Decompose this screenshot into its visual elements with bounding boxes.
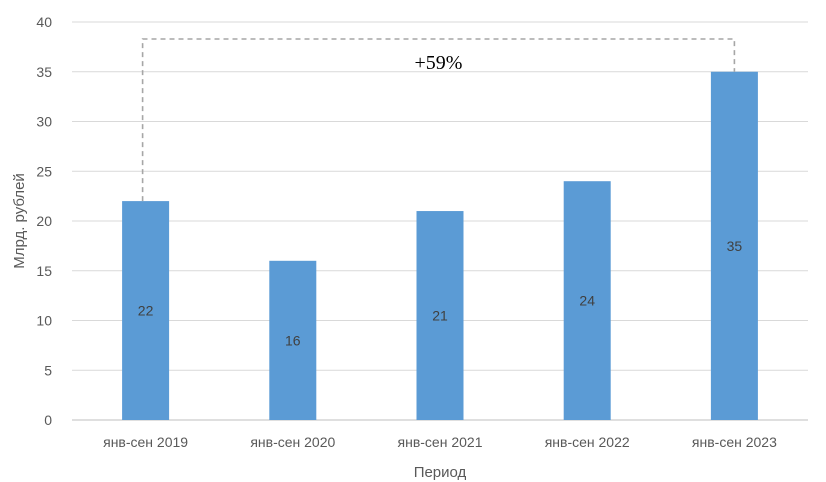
- x-tick-label: янв-сен 2020: [250, 434, 335, 450]
- annotation-bracket: [141, 38, 736, 202]
- y-tick-label: 25: [36, 163, 52, 179]
- y-tick-label: 5: [44, 362, 52, 378]
- y-tick-labels: 0 5 10 15 20 25 30 35 40: [36, 14, 52, 428]
- y-axis-title: Млрд. рублей: [11, 173, 28, 269]
- y-tick-label: 15: [36, 263, 52, 279]
- x-tick-labels: янв-сен 2019 янв-сен 2020 янв-сен 2021 янв-…: [103, 434, 777, 450]
- x-tick-label: янв-сен 2021: [398, 434, 483, 450]
- x-axis-title: Период: [414, 464, 467, 481]
- y-tick-label: 20: [36, 213, 52, 229]
- bar: [710, 71, 758, 420]
- data-label: 24: [579, 293, 595, 309]
- data-labels: 22 16 21 24 35: [138, 238, 743, 349]
- bar: [563, 181, 611, 420]
- annotation-label: +59%: [415, 52, 463, 74]
- y-tick-label: 30: [36, 114, 52, 130]
- y-tick-label: 35: [36, 64, 52, 80]
- bar: [122, 201, 170, 420]
- x-tick-label: янв-сен 2019: [103, 434, 188, 450]
- bars: [122, 71, 758, 420]
- data-label: 22: [138, 303, 154, 319]
- data-label: 21: [432, 308, 448, 324]
- x-tick-label: янв-сен 2023: [692, 434, 777, 450]
- y-tick-label: 40: [36, 14, 52, 30]
- y-tick-label: 10: [36, 313, 52, 329]
- data-label: 16: [285, 332, 301, 348]
- x-tick-label: янв-сен 2022: [545, 434, 630, 450]
- bar: [416, 211, 464, 420]
- data-label: 35: [727, 238, 743, 254]
- growth-annotation: +59%: [141, 38, 736, 202]
- bar: [269, 260, 317, 420]
- y-tick-label: 0: [44, 412, 52, 428]
